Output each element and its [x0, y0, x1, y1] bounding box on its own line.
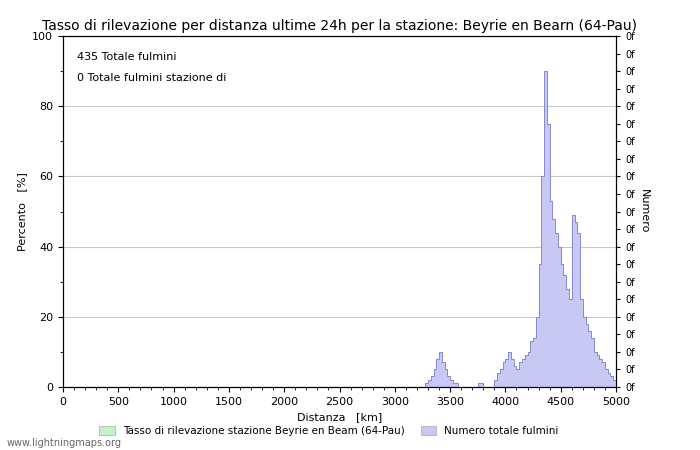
- Y-axis label: Numero: Numero: [638, 189, 648, 234]
- X-axis label: Distanza   [km]: Distanza [km]: [297, 412, 382, 422]
- Text: 435 Totale fulmini: 435 Totale fulmini: [77, 52, 176, 62]
- Text: www.lightningmaps.org: www.lightningmaps.org: [7, 438, 122, 448]
- Legend: Tasso di rilevazione stazione Beyrie en Beam (64-Pau), Numero totale fulmini: Tasso di rilevazione stazione Beyrie en …: [95, 422, 563, 440]
- Title: Tasso di rilevazione per distanza ultime 24h per la stazione: Beyrie en Bearn (6: Tasso di rilevazione per distanza ultime…: [42, 19, 637, 33]
- Text: 0 Totale fulmini stazione di: 0 Totale fulmini stazione di: [77, 73, 226, 83]
- Y-axis label: Percento   [%]: Percento [%]: [17, 172, 27, 251]
